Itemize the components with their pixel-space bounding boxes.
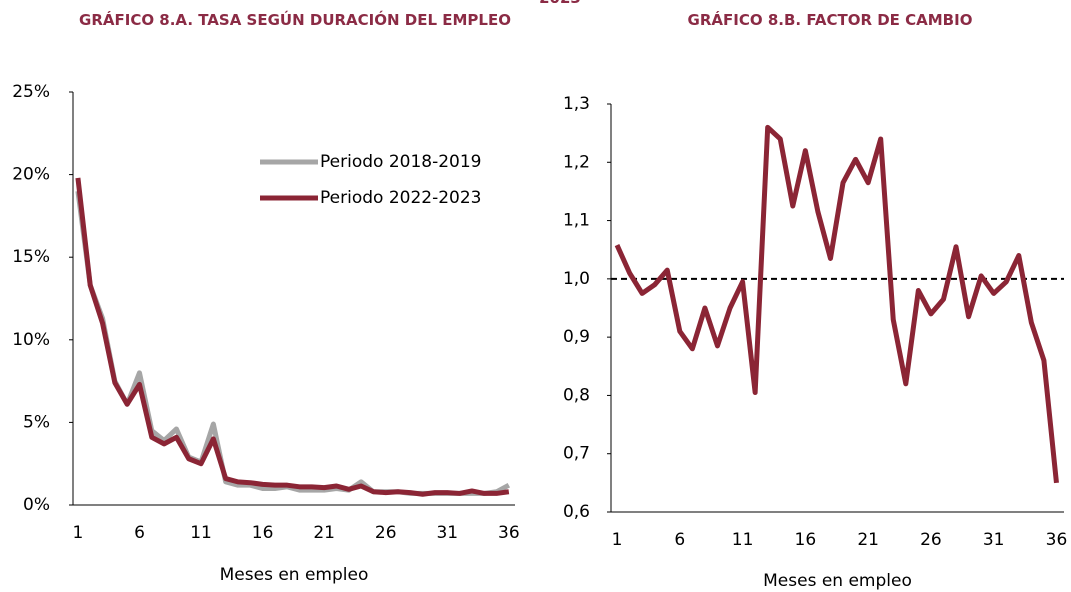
y-tick-label: 10%: [12, 330, 50, 350]
chart-title: GRÁFICO 8.A. TASA SEGÚN DURACIÓN DEL EMP…: [79, 11, 511, 29]
x-tick-label: 11: [190, 523, 212, 543]
chart-title: GRÁFICO 8.B. FACTOR DE CAMBIO: [687, 11, 973, 29]
x-tick-label: 21: [313, 523, 335, 543]
heading-fragment: 2023: [520, 0, 600, 8]
y-tick-label: 0,7: [563, 444, 590, 464]
series-line: [75, 190, 511, 496]
x-tick-label: 1: [612, 530, 623, 550]
x-axis-label: Meses en empleo: [763, 571, 912, 591]
x-tick-label: 26: [920, 530, 942, 550]
y-tick-label: 1,1: [563, 211, 590, 231]
x-tick-label: 16: [252, 523, 274, 543]
y-tick-label: 1,3: [563, 94, 590, 114]
x-tick-label: 16: [795, 530, 817, 550]
x-tick-label: 1: [73, 523, 84, 543]
x-tick-label: 31: [983, 530, 1005, 550]
x-tick-label: 6: [134, 523, 145, 543]
x-tick-label: 36: [1046, 530, 1068, 550]
x-axis-label: Meses en empleo: [220, 565, 369, 585]
y-tick-label: 1,0: [563, 269, 590, 289]
x-tick-label: 11: [732, 530, 754, 550]
x-tick-label: 36: [498, 523, 520, 543]
x-tick-label: 31: [436, 523, 458, 543]
y-tick-label: 20%: [12, 165, 50, 185]
x-tick-label: 26: [375, 523, 397, 543]
x-tick-label: 21: [857, 530, 879, 550]
y-tick-label: 15%: [12, 247, 50, 267]
y-tick-label: 5%: [23, 412, 50, 432]
y-tick-label: 25%: [12, 82, 50, 102]
y-tick-label: 0,6: [563, 502, 590, 522]
y-tick-label: 0%: [23, 495, 50, 515]
legend-label: Periodo 2018-2019: [320, 152, 481, 172]
y-tick-label: 0,9: [563, 327, 590, 347]
series-line: [614, 124, 1059, 484]
x-tick-label: 6: [674, 530, 685, 550]
series-line: [75, 177, 510, 497]
y-tick-label: 0,8: [563, 385, 590, 405]
legend-label: Periodo 2022-2023: [320, 188, 481, 208]
y-tick-label: 1,2: [563, 152, 590, 172]
